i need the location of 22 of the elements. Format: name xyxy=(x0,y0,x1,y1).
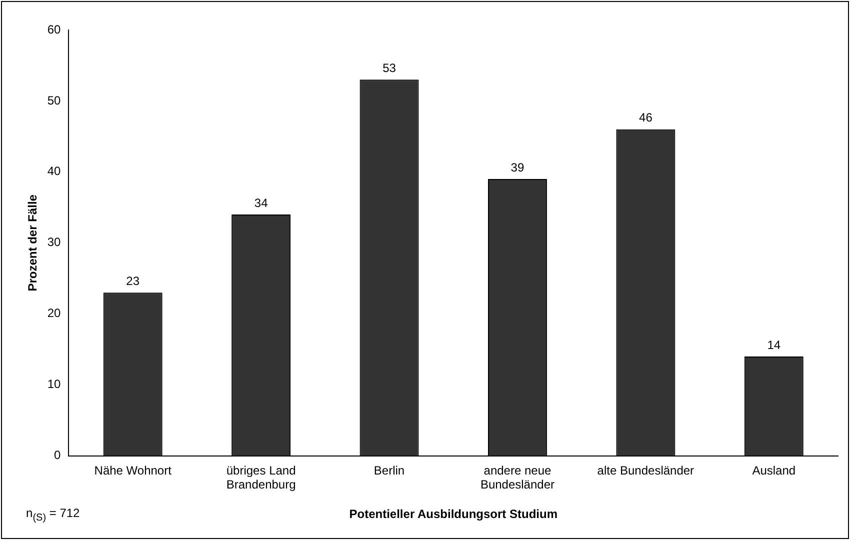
y-tick-label: 40 xyxy=(47,164,62,178)
y-tick-label: 30 xyxy=(47,235,62,250)
y-tick-label: 10 xyxy=(47,377,62,392)
y-tick-label: 20 xyxy=(47,306,62,320)
data-label: 53 xyxy=(382,60,396,75)
x-tick-label: Ausland xyxy=(752,463,796,478)
x-tick-label: alte Bundesländer xyxy=(597,463,694,478)
data-label: 46 xyxy=(639,110,653,125)
y-tick-label: 0 xyxy=(54,448,62,462)
x-tick-label: Nähe Wohnort xyxy=(94,463,172,478)
data-label: 39 xyxy=(510,160,524,174)
x-tick-label: Berlin xyxy=(374,463,405,478)
x-axis-title: Potentieller Ausbildungsort Studium xyxy=(349,507,558,522)
text: n$_{(S)}$ = 712 xyxy=(26,506,80,524)
y-tick-label: 50 xyxy=(47,93,62,108)
data-label: 14 xyxy=(767,338,781,352)
data-label: 23 xyxy=(126,274,140,288)
x-tick-label: übriges Land Brandenburg xyxy=(226,463,296,492)
data-label: 34 xyxy=(254,196,268,210)
y-tick-label: 60 xyxy=(47,22,62,36)
x-tick-label: andere neue Bundesländer xyxy=(480,463,555,492)
y-axis-title: Prozent der Fälle xyxy=(26,194,40,292)
